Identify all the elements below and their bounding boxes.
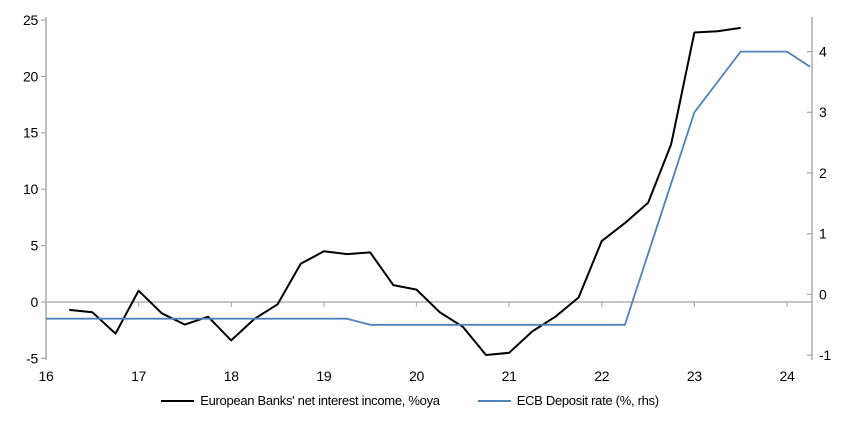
x-axis-tick-label: 18 (224, 368, 239, 384)
left-axis-tick-label: 15 (23, 125, 38, 141)
x-axis-tick-label: 21 (502, 368, 517, 384)
series-line-ecb-deposit-rate (46, 50, 811, 326)
series-line-net-interest-income (69, 26, 741, 356)
x-axis-tick-label: 24 (779, 368, 794, 384)
legend-item-ecb-deposit-rate: ECB Deposit rate (%, rhs) (477, 393, 659, 408)
legend-label-ecb-deposit-rate: ECB Deposit rate (%, rhs) (516, 393, 659, 408)
right-axis-tick-label: -1 (819, 347, 831, 363)
x-axis-tick-label: 19 (316, 368, 331, 384)
right-axis-tick-label: 2 (819, 165, 827, 181)
left-axis-tick-label: 0 (31, 294, 39, 310)
x-axis-tick-label: 20 (409, 368, 424, 384)
x-axis-tick-label: 17 (131, 368, 146, 384)
left-axis-tick-label: 20 (23, 68, 38, 84)
x-axis-tick-label: 23 (687, 368, 702, 384)
legend-item-net-interest-income: European Banks' net interest income, %oy… (161, 393, 440, 408)
chart-legend: European Banks' net interest income, %oy… (0, 393, 836, 408)
legend-label-net-interest-income: European Banks' net interest income, %oy… (200, 393, 440, 408)
right-axis-tick-label: 1 (819, 226, 827, 242)
right-axis-tick-label: 3 (819, 104, 827, 120)
left-axis-tick-label: 5 (31, 238, 39, 254)
left-axis-tick-label: 10 (23, 181, 38, 197)
x-axis-tick-label: 22 (594, 368, 609, 384)
right-axis-tick-label: 4 (819, 44, 827, 60)
legend-line-sample-blue (477, 399, 511, 402)
left-axis-tick-label: 25 (23, 12, 38, 28)
x-axis-tick-label: 16 (39, 368, 54, 384)
legend-line-sample-black (161, 399, 195, 402)
right-axis-tick-label: 0 (819, 286, 827, 302)
left-axis-tick-label: -5 (26, 350, 38, 366)
